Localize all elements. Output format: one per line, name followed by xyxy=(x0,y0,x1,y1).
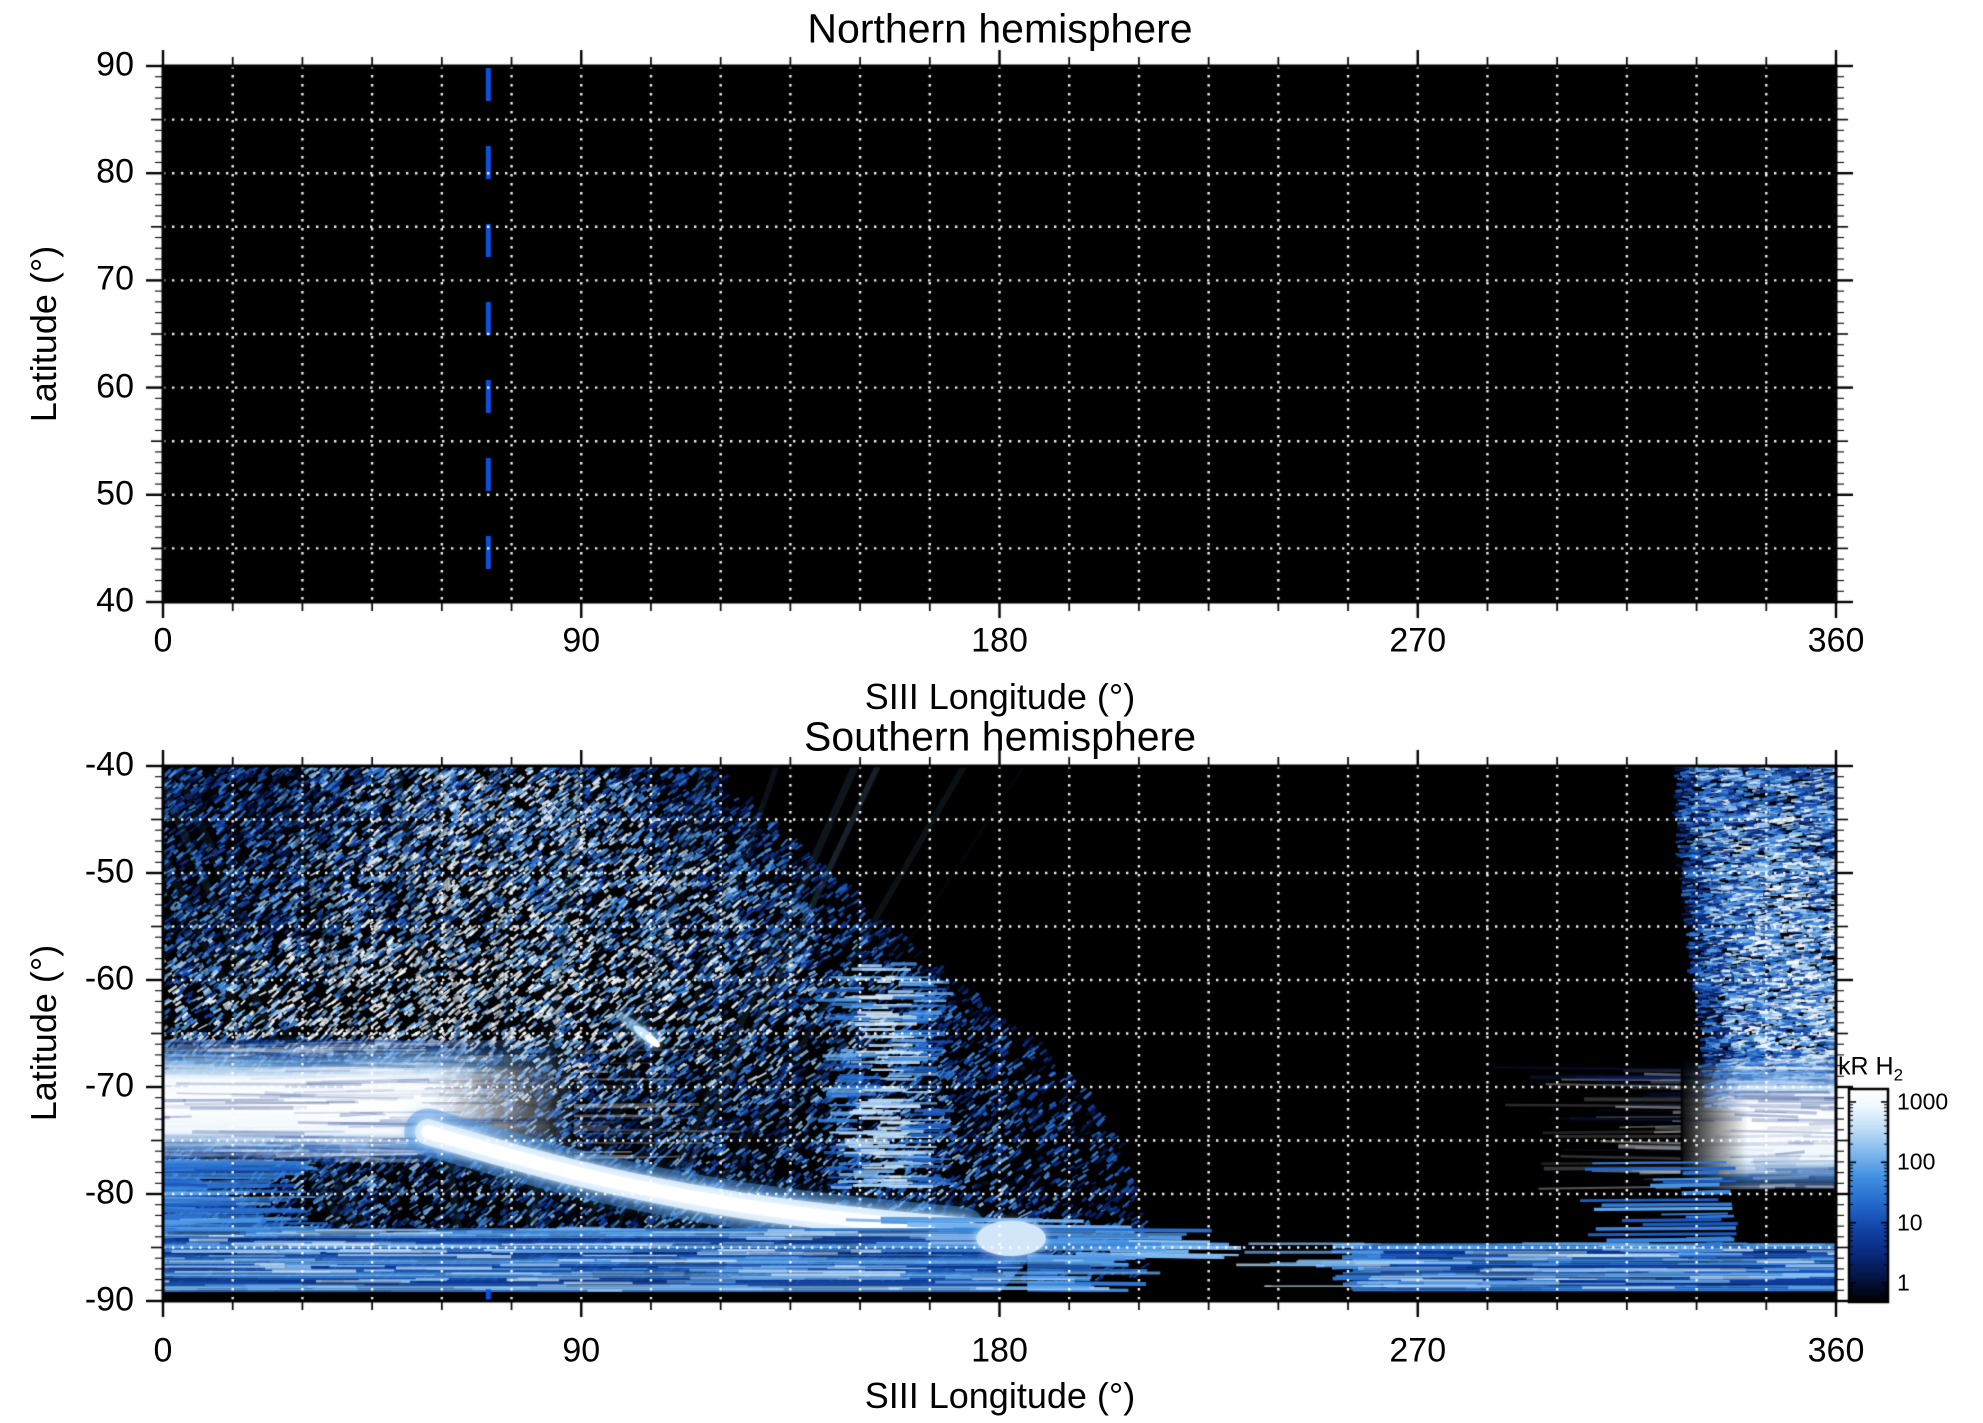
south-x-tick-label-180: 180 xyxy=(971,1331,1028,1370)
south-y-tick-label--70: -70 xyxy=(84,1066,134,1105)
south-x-tick-label-90: 90 xyxy=(562,1331,601,1370)
north-y-tick-label-50: 50 xyxy=(96,474,134,513)
south-x-tick-label-360: 360 xyxy=(1807,1331,1865,1370)
north-panel-title: Northern hemisphere xyxy=(807,5,1193,52)
colorbar-title-main: kR H xyxy=(1838,1052,1894,1081)
colorbar-tick-label-10: 10 xyxy=(1897,1209,1923,1236)
north-y-tick-label-60: 60 xyxy=(96,367,134,406)
colorbar-title: kR H2 xyxy=(1838,1053,1903,1086)
south-xaxis-title: SIII Longitude (°) xyxy=(864,1375,1136,1416)
south-x-tick-label-0: 0 xyxy=(153,1331,173,1370)
south-y-tick-label--50: -50 xyxy=(84,852,134,891)
south-x-tick-label-270: 270 xyxy=(1389,1331,1447,1370)
south-panel-title: Southern hemisphere xyxy=(803,713,1197,760)
north-x-tick-label-90: 90 xyxy=(562,621,601,660)
north-x-tick-label-270: 270 xyxy=(1389,621,1447,660)
colorbar-tick-label-100: 100 xyxy=(1897,1148,1936,1175)
colorbar-tick-label-1: 1 xyxy=(1897,1269,1910,1296)
south-y-tick-label--90: -90 xyxy=(84,1280,134,1319)
colorbar-tick-label-1000: 1000 xyxy=(1897,1088,1949,1115)
south-y-tick-label--60: -60 xyxy=(84,959,134,998)
north-x-tick-label-360: 360 xyxy=(1807,621,1865,660)
colorbar-title-sub: 2 xyxy=(1893,1065,1904,1085)
north-y-tick-label-80: 80 xyxy=(96,152,134,191)
north-y-tick-label-40: 40 xyxy=(96,581,134,620)
north-y-tick-label-90: 90 xyxy=(96,45,134,84)
north-y-tick-label-70: 70 xyxy=(96,260,134,299)
north-x-tick-label-0: 0 xyxy=(153,621,173,660)
south-y-tick-label--80: -80 xyxy=(84,1173,134,1212)
north-xaxis-title: SIII Longitude (°) xyxy=(864,676,1136,717)
north-x-tick-label-180: 180 xyxy=(971,621,1028,660)
south-y-tick-label--40: -40 xyxy=(84,745,134,784)
